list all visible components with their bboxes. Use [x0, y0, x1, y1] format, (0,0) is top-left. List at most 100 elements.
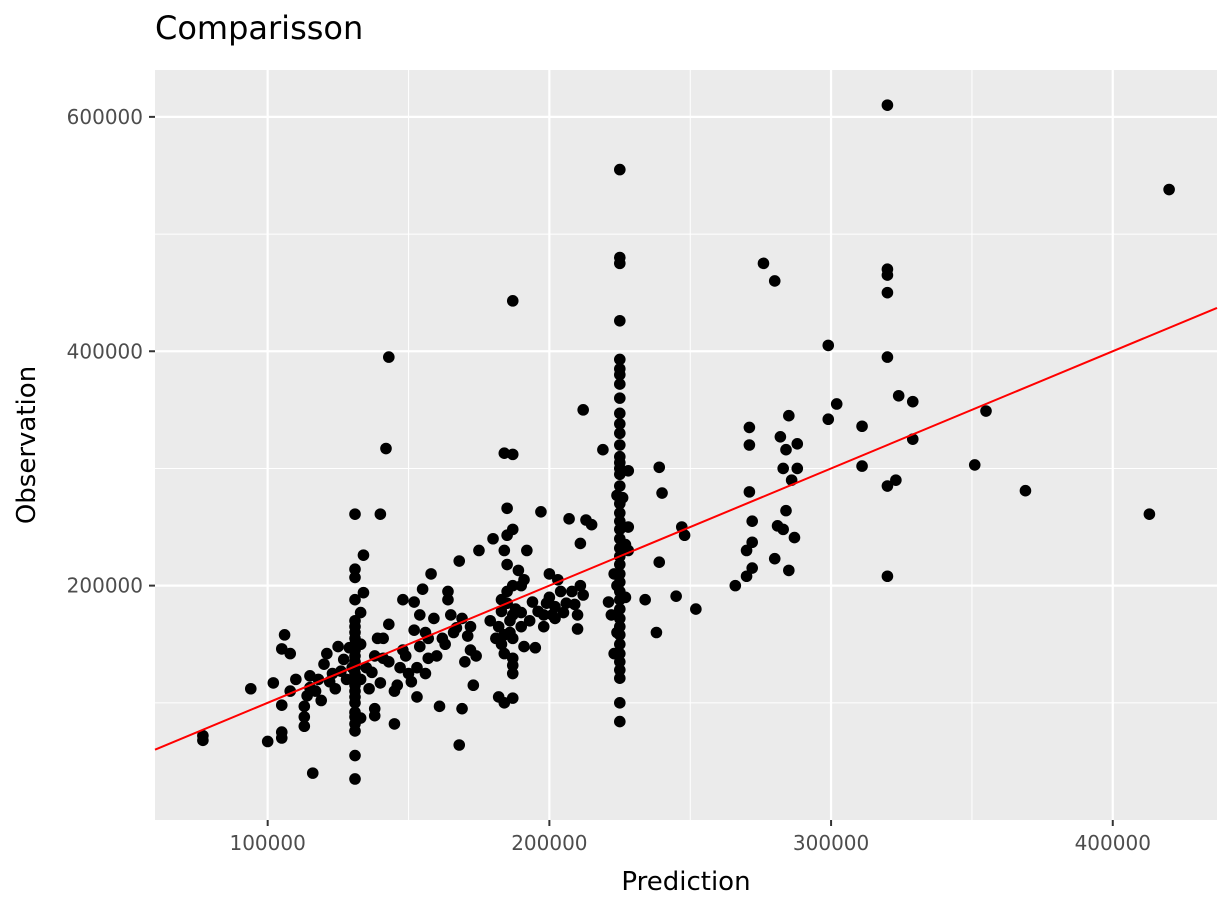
data-point — [1163, 183, 1175, 196]
data-point — [585, 518, 598, 531]
data-point — [768, 275, 781, 287]
data-point — [397, 593, 409, 606]
data-point — [529, 641, 542, 654]
data-point — [614, 558, 626, 571]
data-point — [309, 685, 322, 697]
data-point — [614, 629, 626, 641]
data-point — [244, 682, 257, 695]
data-point — [467, 679, 480, 692]
data-point — [442, 585, 454, 598]
data-point — [856, 460, 868, 472]
data-point — [670, 590, 682, 602]
data-point — [349, 593, 361, 606]
data-point — [416, 583, 429, 595]
data-point — [391, 679, 404, 692]
data-point — [275, 726, 288, 738]
data-point — [543, 591, 556, 604]
data-point — [554, 585, 567, 598]
data-point — [506, 523, 519, 536]
data-point — [653, 461, 666, 474]
data-point — [822, 413, 835, 426]
data-point — [515, 606, 528, 619]
data-point — [315, 694, 328, 707]
data-point — [506, 448, 519, 461]
data-point — [357, 586, 370, 599]
data-point — [650, 626, 663, 639]
data-point — [602, 596, 615, 608]
data-point — [340, 673, 353, 686]
data-point — [354, 712, 367, 724]
data-point — [278, 629, 291, 641]
data-point — [783, 564, 795, 577]
data-point — [563, 513, 575, 525]
data-point — [614, 647, 626, 660]
data-point — [399, 650, 412, 662]
data-point — [518, 573, 530, 586]
data-point — [537, 609, 550, 621]
data-point — [453, 739, 466, 751]
major-gridlines — [155, 70, 1217, 820]
x-tick-label: 400000 — [1075, 831, 1151, 855]
data-point — [757, 257, 770, 270]
data-point — [1019, 484, 1032, 497]
data-point — [574, 537, 587, 550]
data-point — [419, 667, 432, 680]
y-tick-label: 400000 — [67, 339, 143, 363]
data-point — [614, 251, 626, 264]
data-point — [526, 596, 539, 608]
data-point — [357, 549, 370, 561]
data-point — [614, 427, 626, 440]
data-point — [791, 462, 804, 475]
data-point — [413, 640, 426, 653]
data-point — [459, 655, 471, 668]
data-point — [506, 632, 519, 645]
data-point — [656, 487, 668, 499]
data-point — [383, 618, 395, 631]
data-point — [501, 558, 513, 571]
data-point — [549, 600, 561, 613]
data-point — [614, 407, 626, 420]
data-point — [597, 443, 609, 456]
y-tick-label: 200000 — [67, 574, 143, 598]
data-point — [487, 532, 499, 545]
data-point — [329, 682, 342, 695]
data-point — [473, 544, 485, 557]
data-point — [444, 609, 457, 621]
data-point — [746, 536, 758, 549]
data-point — [411, 691, 423, 703]
data-point — [523, 614, 536, 627]
data-point — [777, 523, 789, 536]
data-point — [614, 439, 626, 451]
data-point — [349, 614, 361, 627]
data-point — [881, 351, 894, 363]
data-point — [622, 521, 635, 533]
data-point — [791, 438, 804, 450]
data-point — [306, 767, 319, 779]
data-point — [566, 585, 578, 598]
data-point — [743, 486, 756, 498]
data-point — [571, 609, 584, 621]
data-point — [777, 462, 789, 475]
data-point — [332, 640, 344, 653]
data-point — [780, 504, 792, 517]
x-tick-label: 100000 — [229, 831, 305, 855]
data-point — [614, 378, 626, 390]
data-point — [374, 508, 387, 520]
data-point — [512, 564, 525, 577]
chart-title: Comparisson — [155, 9, 363, 47]
data-point — [881, 570, 894, 583]
data-point — [780, 443, 792, 456]
data-point — [653, 556, 666, 568]
data-point — [506, 692, 519, 704]
data-point — [349, 563, 361, 576]
data-point — [980, 405, 992, 417]
data-point — [411, 661, 423, 674]
x-tick-label: 300000 — [793, 831, 869, 855]
data-point — [577, 404, 589, 416]
data-point — [830, 398, 843, 410]
data-point — [498, 544, 511, 557]
data-point — [729, 579, 742, 592]
data-point — [349, 508, 361, 520]
data-point — [614, 314, 626, 327]
data-point — [366, 666, 378, 679]
